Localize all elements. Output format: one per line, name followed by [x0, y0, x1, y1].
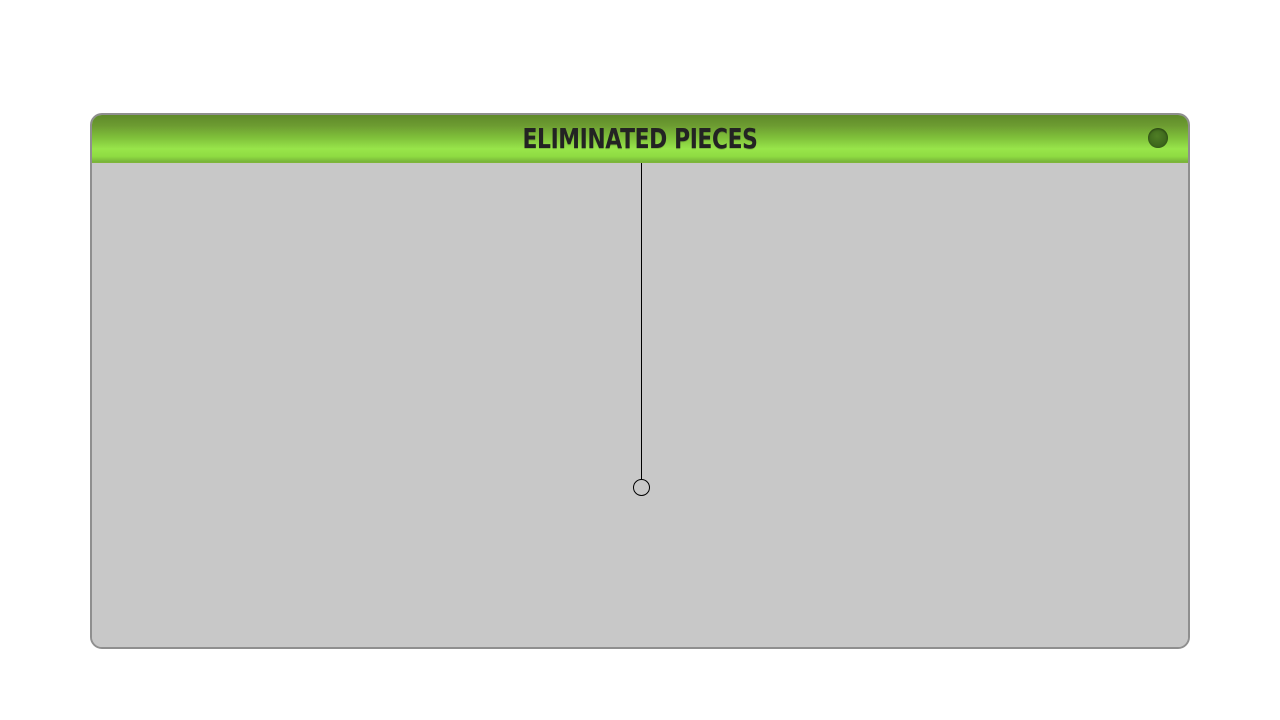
- hanging-ring: [633, 479, 650, 496]
- eliminated-pieces-area: [92, 163, 1188, 647]
- close-icon[interactable]: [1148, 128, 1168, 148]
- panel-title: ELIMINATED PIECES: [522, 122, 758, 155]
- eliminated-pieces-panel: ELIMINATED PIECES: [90, 113, 1190, 649]
- panel-titlebar: ELIMINATED PIECES: [92, 115, 1188, 163]
- hanging-string: [641, 163, 642, 480]
